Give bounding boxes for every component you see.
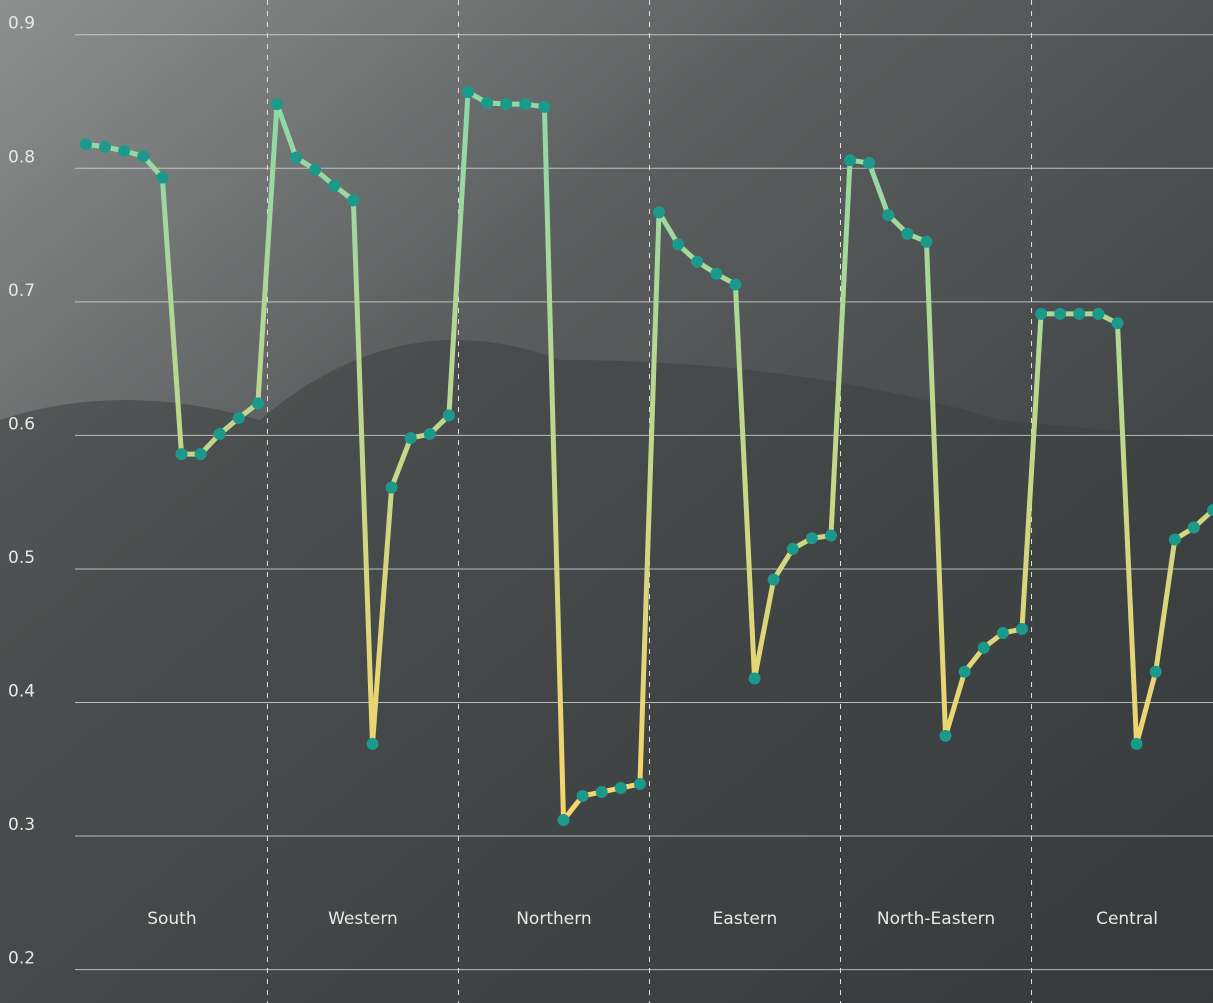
- data-point: [1111, 317, 1124, 330]
- data-point: [786, 542, 799, 555]
- data-point: [1187, 521, 1200, 534]
- data-point: [366, 737, 379, 750]
- data-point: [633, 777, 646, 790]
- data-point: [251, 397, 264, 410]
- data-point: [576, 789, 589, 802]
- data-point: [595, 785, 608, 798]
- data-point: [710, 267, 723, 280]
- data-point: [958, 665, 971, 678]
- data-point: [175, 448, 188, 461]
- data-point: [328, 179, 341, 192]
- data-line: [85, 89, 1213, 823]
- data-point: [844, 154, 857, 167]
- data-point: [290, 151, 303, 164]
- group-label: Northern: [516, 909, 591, 929]
- data-point: [156, 171, 169, 184]
- data-point: [557, 814, 570, 827]
- data-point: [920, 235, 933, 248]
- data-point: [194, 448, 207, 461]
- data-point: [939, 729, 952, 742]
- data-point: [538, 100, 551, 113]
- data-point: [824, 529, 837, 542]
- group-label: South: [147, 909, 196, 929]
- data-point: [309, 163, 322, 176]
- data-point: [767, 573, 780, 586]
- data-point: [1073, 307, 1086, 320]
- data-point: [385, 481, 398, 494]
- background-hills: [0, 340, 1213, 1003]
- group-label: Western: [328, 909, 398, 929]
- y-tick-label: 0.5: [8, 548, 35, 568]
- group-label: Central: [1096, 909, 1158, 929]
- data-point: [1092, 307, 1105, 320]
- data-point: [99, 140, 112, 153]
- data-point: [1168, 533, 1181, 546]
- data-point: [614, 781, 627, 794]
- data-point: [691, 255, 704, 268]
- group-label: North-Eastern: [877, 909, 995, 929]
- data-point: [863, 156, 876, 169]
- data-point: [1149, 665, 1162, 678]
- data-point: [213, 428, 226, 441]
- y-tick-label: 0.3: [8, 815, 35, 835]
- data-point: [653, 206, 666, 219]
- data-point: [672, 238, 685, 251]
- data-point: [442, 409, 455, 422]
- data-point: [1035, 307, 1048, 320]
- data-point: [462, 86, 475, 99]
- data-point: [805, 532, 818, 545]
- data-point: [137, 150, 150, 163]
- data-point: [481, 96, 494, 109]
- data-point: [423, 428, 436, 441]
- data-point: [996, 627, 1009, 640]
- y-tick-label: 0.2: [8, 949, 35, 969]
- data-point: [1054, 307, 1067, 320]
- data-point: [404, 432, 417, 445]
- group-label: Eastern: [713, 909, 778, 929]
- y-tick-label: 0.7: [8, 281, 35, 301]
- data-point: [519, 98, 532, 111]
- data-point: [118, 144, 131, 157]
- y-tick-label: 0.8: [8, 147, 35, 167]
- data-point: [232, 412, 245, 425]
- y-tick-label: 0.6: [8, 414, 35, 434]
- data-point: [500, 98, 513, 111]
- data-point: [347, 194, 360, 207]
- y-tick-label: 0.4: [8, 682, 35, 702]
- data-point: [1015, 623, 1028, 636]
- data-point: [748, 672, 761, 685]
- data-point: [1130, 737, 1143, 750]
- data-point: [977, 641, 990, 654]
- data-point: [901, 227, 914, 240]
- data-point: [79, 138, 92, 151]
- data-point: [729, 278, 742, 291]
- data-point: [1207, 504, 1213, 517]
- data-point: [270, 98, 283, 111]
- data-point: [882, 209, 895, 222]
- y-tick-label: 0.9: [8, 14, 35, 34]
